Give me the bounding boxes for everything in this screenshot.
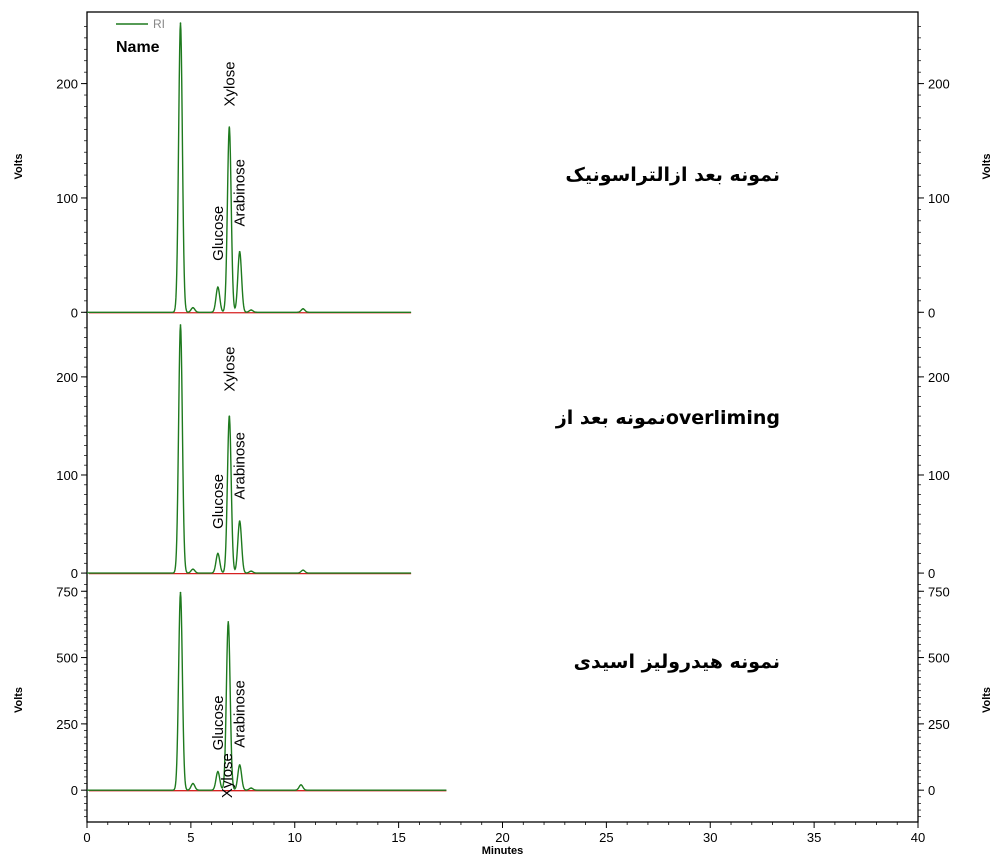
x-tick-label: 25 — [599, 830, 613, 845]
chart-panels: 0 0 100 100 200 200 Volts Volts Glucose Xylose Ara… — [13, 22, 993, 818]
y-right-tick-label: 250 — [928, 717, 950, 732]
y-axis-title-right: Volts — [981, 687, 993, 713]
peak-point — [250, 787, 252, 789]
y-right-tick-label: 0 — [928, 305, 935, 320]
peak-point — [228, 126, 231, 128]
peak-label: Arabinose — [232, 159, 249, 227]
y-right-tick-label: 200 — [928, 77, 950, 92]
peak-point — [217, 770, 219, 773]
legend: RI Name — [116, 17, 165, 56]
y-left-tick-label: 750 — [56, 584, 78, 599]
peak-point — [192, 568, 194, 570]
y-left-tick-label: 250 — [56, 717, 78, 732]
peak-point — [238, 764, 241, 766]
ri-trace — [87, 592, 447, 791]
y-left-tick-label: 0 — [71, 305, 78, 320]
peak-point — [227, 620, 230, 623]
peak-point — [250, 309, 252, 311]
x-tick-label: 20 — [495, 830, 509, 845]
y-axis-title-left: Volts — [13, 153, 25, 179]
peak-point — [217, 552, 219, 555]
panel-label: نمونه هیدرولیز اسیدی — [574, 651, 780, 673]
peak-point — [228, 415, 231, 417]
peak-label: Xylose — [221, 347, 238, 392]
ri-trace — [87, 324, 412, 574]
x-tick-label: 5 — [187, 830, 194, 845]
peak-point — [217, 286, 219, 288]
peak-label: Glucose — [210, 695, 227, 750]
peak-label: Arabinose — [232, 680, 249, 748]
x-tick-label: 30 — [703, 830, 717, 845]
x-tick-label: 15 — [391, 830, 405, 845]
x-axis-title: Minutes — [482, 845, 524, 857]
y-left-tick-label: 0 — [71, 783, 78, 798]
y-right-tick-label: 500 — [928, 651, 950, 666]
peak-point — [238, 250, 241, 253]
legend-name-header: Name — [116, 39, 160, 56]
y-left-tick-label: 100 — [56, 468, 78, 483]
y-right-tick-label: 100 — [928, 191, 950, 206]
x-tick-label: 40 — [911, 830, 925, 845]
peak-label: Glucose — [210, 474, 227, 529]
peak-label: Xylose — [221, 61, 238, 106]
peak-point — [192, 306, 194, 309]
panel-3: 0 0 250 250 500 500 750 750 Volts Volts Glucose Xyl… — [13, 584, 993, 818]
peak-point — [238, 520, 241, 522]
panel-label: نمونه بعد ازالتراسونیک — [565, 164, 780, 186]
x-tick-label: 35 — [807, 830, 821, 845]
peak-point — [250, 570, 252, 572]
y-right-tick-label: 0 — [928, 566, 935, 581]
peak-point — [192, 782, 194, 785]
y-left-tick-label: 100 — [56, 191, 78, 206]
y-axis-title-right: Volts — [981, 153, 993, 179]
y-right-tick-label: 750 — [928, 584, 950, 599]
peak-point — [300, 784, 302, 786]
y-right-tick-label: 100 — [928, 468, 950, 483]
ri-trace — [87, 22, 412, 313]
peak-label: Glucose — [210, 206, 227, 261]
y-left-tick-label: 500 — [56, 651, 78, 666]
panel-1: 0 0 100 100 200 200 Volts Volts Glucose Xylose Ara… — [13, 22, 993, 320]
x-tick-label: 10 — [288, 830, 302, 845]
y-left-tick-label: 200 — [56, 77, 78, 92]
peak-point — [179, 324, 182, 326]
y-axis-title-left: Volts — [13, 687, 25, 713]
y-right-tick-label: 200 — [928, 370, 950, 385]
legend-series-name: RI — [153, 17, 165, 31]
panel-label: نمونه بعد ازoverliming — [555, 407, 780, 429]
panel-2: 0 0 100 100 200 200 Glucose Xylose Arabinose نمون… — [56, 324, 950, 581]
peak-point — [179, 591, 182, 594]
peak-point — [302, 569, 304, 571]
peak-point — [302, 308, 304, 310]
peak-point — [179, 22, 182, 24]
y-left-tick-label: 0 — [71, 566, 78, 581]
y-left-tick-label: 200 — [56, 370, 78, 385]
y-right-tick-label: 0 — [928, 783, 935, 798]
x-axis: 0 5 10 15 20 25 30 35 40 — [83, 822, 925, 845]
x-tick-label: 0 — [83, 830, 90, 845]
peak-label: Arabinose — [232, 432, 249, 500]
peak-label: Xylose — [219, 753, 236, 798]
